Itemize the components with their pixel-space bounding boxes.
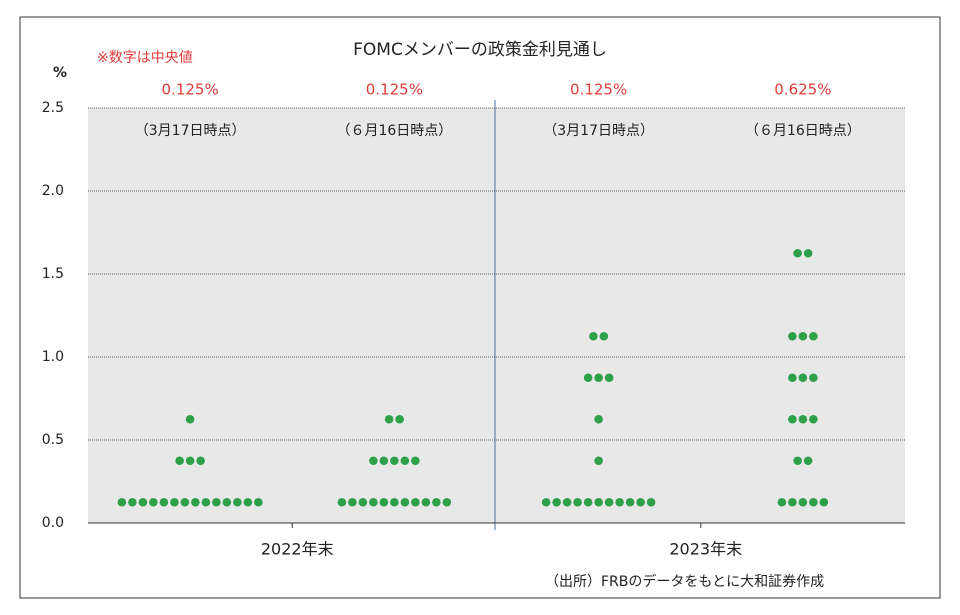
dot bbox=[594, 373, 603, 383]
dot bbox=[594, 497, 603, 507]
panel-header: （６月16日時点） bbox=[745, 123, 861, 139]
dot bbox=[788, 373, 797, 383]
dot bbox=[395, 414, 404, 424]
chart-title: FOMCメンバーの政策金利見通し bbox=[353, 40, 607, 60]
panel-header: （６月16日時点） bbox=[336, 123, 452, 139]
dot bbox=[421, 497, 431, 507]
dot bbox=[337, 497, 347, 507]
dot bbox=[604, 373, 614, 383]
dot bbox=[411, 456, 420, 466]
dot bbox=[254, 497, 263, 507]
dot bbox=[625, 497, 635, 507]
dot bbox=[636, 497, 645, 507]
dot bbox=[390, 497, 399, 507]
y-tick-label: 1.5 bbox=[42, 266, 64, 282]
dot bbox=[185, 414, 195, 424]
dot bbox=[788, 331, 797, 341]
dot bbox=[798, 331, 808, 341]
dot bbox=[369, 497, 378, 507]
dot bbox=[583, 373, 593, 383]
y-tick-label: 0.0 bbox=[42, 515, 64, 531]
panel-header: （3月17日時点） bbox=[135, 123, 246, 139]
dot bbox=[442, 497, 452, 507]
dot bbox=[201, 497, 211, 507]
dot bbox=[384, 414, 394, 424]
dot bbox=[128, 497, 137, 507]
dot bbox=[615, 497, 624, 507]
dot bbox=[358, 497, 368, 507]
dot bbox=[793, 248, 802, 258]
dot bbox=[583, 497, 593, 507]
dot bbox=[777, 497, 787, 507]
dot bbox=[798, 373, 808, 383]
median-label: 0.625% bbox=[774, 81, 831, 99]
panel-header: （3月17日時点） bbox=[543, 123, 654, 139]
median-label: 0.125% bbox=[570, 81, 627, 99]
dot bbox=[541, 497, 551, 507]
dot bbox=[803, 248, 813, 258]
dot bbox=[348, 497, 357, 507]
median-label: 0.125% bbox=[162, 81, 219, 99]
y-tick-label: 0.5 bbox=[42, 432, 64, 448]
dot bbox=[594, 414, 603, 424]
note: ※数字は中央値 bbox=[97, 50, 193, 66]
dot bbox=[803, 456, 813, 466]
dot bbox=[400, 497, 410, 507]
dot bbox=[573, 497, 582, 507]
dot bbox=[411, 497, 420, 507]
dot bbox=[788, 497, 797, 507]
dot bbox=[379, 497, 389, 507]
dot bbox=[175, 456, 184, 466]
source: （出所）FRBのデータをもとに大和証券作成 bbox=[545, 573, 824, 590]
plot-area bbox=[88, 108, 905, 523]
dot bbox=[793, 456, 802, 466]
dot bbox=[809, 331, 818, 341]
dot bbox=[809, 497, 818, 507]
dot bbox=[798, 414, 808, 424]
dot bbox=[149, 497, 158, 507]
y-tick-label: 2.5 bbox=[42, 100, 64, 116]
dot bbox=[798, 497, 808, 507]
dot bbox=[562, 497, 572, 507]
dot bbox=[170, 497, 179, 507]
dot bbox=[243, 497, 253, 507]
dot bbox=[819, 497, 829, 507]
dot bbox=[400, 456, 410, 466]
dot bbox=[390, 456, 399, 466]
dot bbox=[809, 414, 818, 424]
dot bbox=[788, 414, 797, 424]
dot bbox=[212, 497, 221, 507]
dot bbox=[117, 497, 127, 507]
dot bbox=[604, 497, 614, 507]
dot bbox=[589, 331, 598, 341]
dot bbox=[599, 331, 609, 341]
dot bbox=[432, 497, 441, 507]
dot bbox=[185, 456, 195, 466]
dot bbox=[379, 456, 389, 466]
x-tick-label: 2023年末 bbox=[669, 540, 742, 559]
y-axis-label: % bbox=[53, 65, 67, 81]
dot bbox=[180, 497, 190, 507]
median-label: 0.125% bbox=[366, 81, 423, 99]
dot bbox=[369, 456, 378, 466]
dot bbox=[594, 456, 603, 466]
dot bbox=[138, 497, 148, 507]
dot bbox=[809, 373, 818, 383]
dot bbox=[159, 497, 169, 507]
dot bbox=[196, 456, 205, 466]
y-tick-label: 1.0 bbox=[42, 349, 64, 365]
dot bbox=[646, 497, 656, 507]
dot bbox=[191, 497, 200, 507]
y-tick-label: 2.0 bbox=[42, 183, 64, 199]
dot bbox=[552, 497, 561, 507]
dot bbox=[222, 497, 232, 507]
x-tick-label: 2022年末 bbox=[261, 540, 334, 559]
dot bbox=[233, 497, 242, 507]
